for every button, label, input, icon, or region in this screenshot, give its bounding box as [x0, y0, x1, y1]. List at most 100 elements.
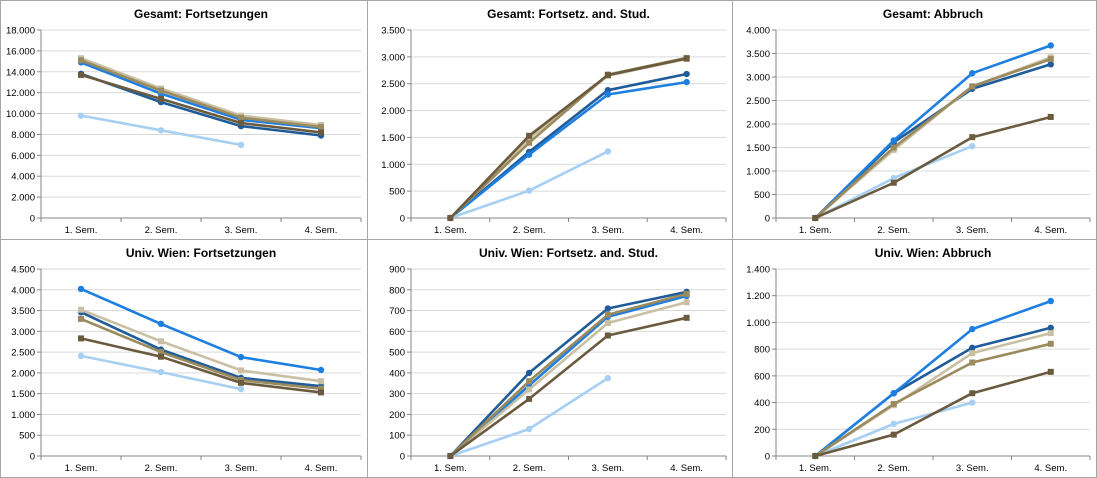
chart-svg: Gesamt: Abbruch 0 500 1.000 1.500 2.000 2.500 3… — [746, 7, 1091, 236]
x-tick-label: 2. Sem. — [877, 463, 910, 474]
series-line-3 — [79, 56, 323, 127]
data-point — [525, 187, 533, 194]
data-point — [1047, 56, 1054, 63]
y-tick-label: 3.000 — [381, 52, 405, 63]
series-line-1 — [449, 80, 688, 220]
y-tick-label: 3.000 — [746, 73, 770, 84]
data-point — [238, 114, 244, 121]
series-line-4 — [814, 57, 1053, 220]
x-tick-label: 3. Sem. — [225, 225, 258, 236]
x-tick-label: 4. Sem. — [1034, 225, 1067, 236]
data-point — [77, 352, 85, 360]
data-point — [969, 70, 976, 77]
series-line-3 — [79, 308, 323, 383]
x-tick-label: 1. Sem. — [799, 463, 832, 474]
data-point — [317, 366, 325, 374]
y-tick-label: 0 — [765, 452, 770, 463]
y-tick-label: 1.200 — [746, 291, 770, 302]
series-line-5 — [814, 370, 1053, 458]
x-tick-label: 4. Sem. — [1034, 463, 1067, 474]
data-point — [1047, 42, 1054, 49]
x-tick-label: 2. Sem. — [513, 463, 546, 474]
y-tick-label: 500 — [389, 187, 405, 198]
y-tick-label: 200 — [389, 410, 405, 421]
y-tick-label: 600 — [389, 327, 405, 338]
y-tick-label: 2.500 — [11, 348, 35, 359]
data-point — [604, 332, 611, 339]
data-point — [237, 141, 245, 149]
x-tick-label: 3. Sem. — [956, 463, 989, 474]
chart-univ-wien-fortsetzungen: Univ. Wien: Fortsetzungen 0 500 1.000 1.500 2… — [0, 239, 368, 478]
y-tick-label: 0 — [400, 452, 405, 463]
chart-gesamt-fortsetz-and-stud: Gesamt: Fortsetz. and. Stud. 0 500 1.000 1.5… — [367, 0, 733, 240]
data-point — [969, 359, 976, 366]
series-line-5 — [449, 316, 688, 458]
data-point — [683, 299, 690, 306]
y-tick-label: 0 — [30, 452, 35, 463]
data-point — [604, 305, 612, 312]
y-tick-label: 300 — [389, 389, 405, 400]
x-tick-label: 2. Sem. — [145, 463, 178, 474]
data-point — [1047, 113, 1054, 120]
x-tick-label: 3. Sem. — [225, 463, 258, 474]
y-tick-label: 1.000 — [746, 167, 770, 178]
data-point — [158, 353, 164, 360]
y-tick-label: 4.000 — [11, 172, 35, 183]
data-point — [604, 148, 612, 155]
data-point — [969, 390, 976, 397]
data-point — [890, 431, 897, 438]
y-tick-label: 3.500 — [11, 306, 35, 317]
y-tick-label: 400 — [389, 368, 405, 379]
data-point — [890, 137, 897, 144]
y-tick-label: 14.000 — [6, 67, 35, 78]
y-tick-label: 2.500 — [746, 96, 770, 107]
series-line-1 — [449, 294, 688, 458]
y-tick-label: 500 — [19, 431, 35, 442]
y-tick-label: 12.000 — [6, 88, 35, 99]
data-point — [318, 385, 324, 392]
data-point — [1047, 340, 1054, 347]
series-line-0 — [449, 290, 688, 458]
data-point — [1047, 324, 1054, 331]
chart-title: Gesamt: Fortsetzungen — [134, 7, 268, 21]
data-point — [447, 215, 454, 221]
data-point — [157, 127, 165, 134]
chart-univ-wien-fortsetz-and-stud: Univ. Wien: Fortsetz. and. Stud. 0 100 200 3… — [367, 239, 733, 478]
y-tick-label: 400 — [754, 398, 770, 409]
chart-gesamt-fortsetzungen: Gesamt: Fortsetzungen 0 2.000 4.000 6.000 8.0… — [0, 0, 368, 240]
y-tick-label: 700 — [389, 306, 405, 317]
y-tick-label: 1.000 — [746, 318, 770, 329]
data-point — [683, 78, 690, 86]
chart-gesamt-abbruch: Gesamt: Abbruch 0 500 1.000 1.500 2.000 2.500 3… — [732, 0, 1097, 240]
x-tick-label: 3. Sem. — [592, 225, 625, 236]
data-point — [683, 70, 690, 78]
y-tick-label: 3.000 — [11, 327, 35, 338]
chart-univ-wien-abbruch: Univ. Wien: Abbruch 0 200 400 600 800 1.000 1.2… — [732, 239, 1097, 478]
data-point — [890, 174, 897, 182]
data-point — [604, 320, 611, 327]
y-tick-label: 0 — [30, 214, 35, 225]
x-tick-label: 1. Sem. — [65, 225, 98, 236]
data-point — [237, 353, 245, 361]
data-point — [158, 87, 164, 94]
chart-svg: Univ. Wien: Fortsetzungen 0 500 1.000 1.500 2… — [11, 246, 362, 474]
data-point — [683, 290, 690, 297]
chart-title: Univ. Wien: Abbruch — [875, 246, 992, 260]
data-point — [890, 420, 897, 428]
y-tick-label: 4.000 — [746, 26, 770, 37]
data-point — [77, 285, 85, 293]
chart-title: Univ. Wien: Fortsetz. and. Stud. — [479, 246, 658, 260]
data-point — [969, 142, 976, 150]
series-line-1 — [79, 287, 323, 372]
series-line-4 — [814, 342, 1053, 458]
data-point — [604, 72, 611, 79]
y-tick-label: 3.500 — [746, 49, 770, 60]
series-line-4 — [79, 317, 323, 390]
data-point — [157, 368, 165, 376]
y-tick-label: 1.500 — [381, 133, 405, 144]
data-point — [158, 338, 164, 345]
y-tick-label: 1.500 — [11, 389, 35, 400]
data-point — [604, 311, 611, 318]
data-point — [812, 215, 819, 221]
x-tick-label: 4. Sem. — [670, 225, 703, 236]
